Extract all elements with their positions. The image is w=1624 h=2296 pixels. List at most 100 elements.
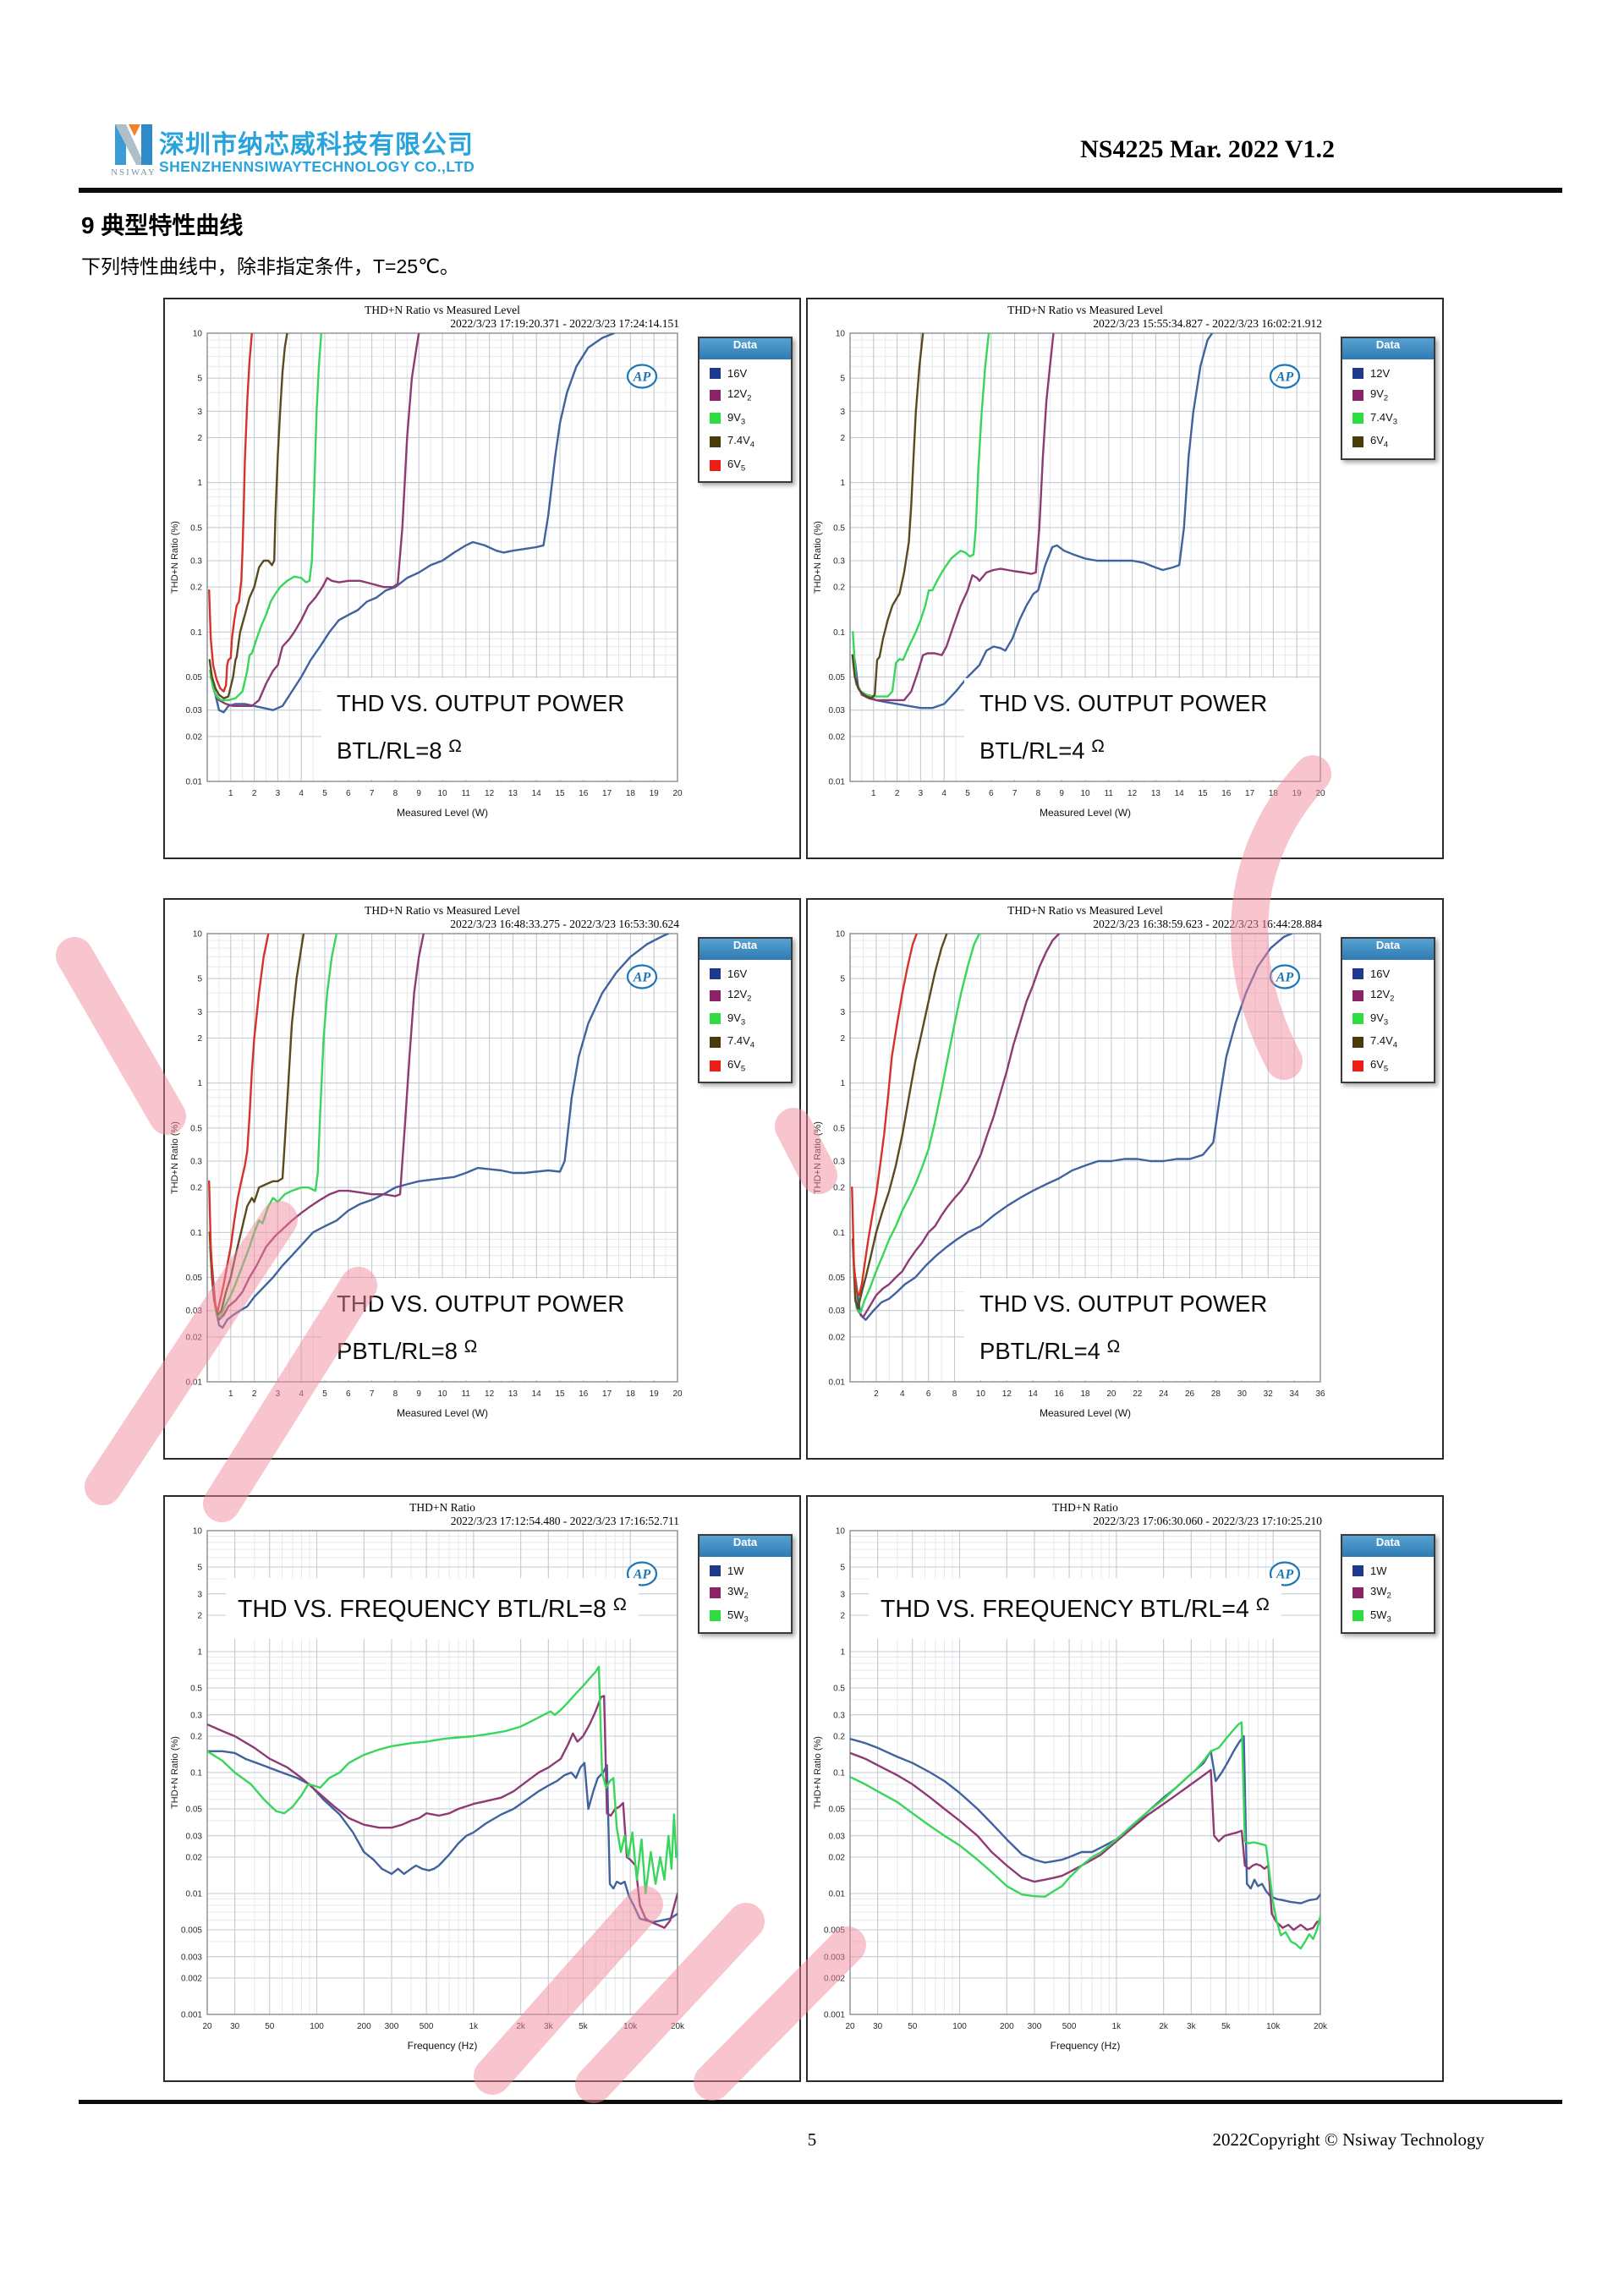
ohm-symbol: Ω <box>1106 1337 1121 1356</box>
legend-label: 12V <box>1370 367 1391 380</box>
svg-text:32: 32 <box>1264 1389 1274 1399</box>
svg-text:7: 7 <box>370 789 375 798</box>
legend-swatch <box>1352 436 1363 447</box>
chart-timestamp: 2022/3/23 16:48:33.275 - 2022/3/23 16:53… <box>450 918 679 930</box>
svg-text:0.03: 0.03 <box>829 706 846 715</box>
annotation-line: BTL/RL=8 Ω <box>337 737 462 764</box>
svg-text:18: 18 <box>1080 1389 1090 1399</box>
svg-text:0.2: 0.2 <box>190 584 202 593</box>
legend-item: 5W3 <box>1342 1601 1434 1624</box>
legend-label: 12V2 <box>1370 988 1395 1004</box>
svg-text:0.2: 0.2 <box>190 1184 202 1193</box>
svg-text:0.3: 0.3 <box>833 557 845 567</box>
svg-text:0.03: 0.03 <box>829 1307 846 1316</box>
svg-text:300: 300 <box>385 2022 399 2031</box>
legend-swatch <box>710 413 721 425</box>
legend-label: 3W2 <box>727 1585 749 1601</box>
svg-text:5k: 5k <box>579 2022 589 2031</box>
legend-swatch <box>1352 368 1363 379</box>
y-axis-label: THD+N Ratio (%) <box>813 521 823 594</box>
legend-swatch <box>1352 1610 1363 1622</box>
legend-swatch <box>1352 1013 1363 1025</box>
legend-swatch <box>710 1586 721 1598</box>
legend-label: 9V3 <box>1370 1011 1389 1027</box>
svg-text:19: 19 <box>650 789 660 798</box>
annotation-line: THD VS. OUTPUT POWER <box>337 1290 625 1317</box>
legend-header: Data <box>1342 939 1434 960</box>
chart-title: THD+N Ratio vs Measured Level <box>365 304 520 316</box>
svg-text:20: 20 <box>202 2022 212 2031</box>
svg-text:2: 2 <box>252 1389 257 1399</box>
legend-label: 16V <box>727 967 748 980</box>
svg-text:12: 12 <box>485 789 495 798</box>
annotation-line: BTL/RL=4 Ω <box>979 737 1105 764</box>
legend-label: 1W <box>727 1564 744 1577</box>
chart-title: THD+N Ratio vs Measured Level <box>365 904 520 917</box>
svg-text:0.05: 0.05 <box>186 1806 203 1815</box>
legend-swatch <box>710 459 721 471</box>
svg-text:0.1: 0.1 <box>190 1229 202 1238</box>
legend-header: Data <box>1342 1536 1434 1557</box>
legend-swatch <box>710 989 721 1001</box>
legend-item: 9V3 <box>1342 1004 1434 1027</box>
svg-text:11: 11 <box>462 789 471 798</box>
y-axis-label: THD+N Ratio (%) <box>813 1736 823 1809</box>
svg-text:0.3: 0.3 <box>190 557 202 567</box>
svg-text:3: 3 <box>197 408 202 417</box>
legend-label: 5W3 <box>727 1608 749 1625</box>
legend-item: 6V5 <box>700 450 791 473</box>
svg-text:8: 8 <box>393 1389 398 1399</box>
ohm-symbol: Ω <box>1255 1592 1270 1614</box>
header-divider <box>79 188 1562 193</box>
svg-text:8: 8 <box>952 1389 957 1399</box>
legend-swatch <box>1352 989 1363 1001</box>
annotation-line: PBTL/RL=4 Ω <box>979 1337 1121 1364</box>
svg-text:3k: 3k <box>544 2022 554 2031</box>
svg-text:0.001: 0.001 <box>824 2011 845 2020</box>
svg-text:0.2: 0.2 <box>833 584 845 593</box>
ap-logo-text: AP <box>1276 370 1294 385</box>
x-axis-label: Measured Level (W) <box>1039 807 1132 819</box>
svg-text:0.05: 0.05 <box>829 1806 846 1815</box>
legend-item: 16V <box>700 960 791 980</box>
svg-text:200: 200 <box>357 2022 371 2031</box>
svg-text:4: 4 <box>299 789 304 798</box>
copyright-text: 2022Copyright © Nsiway Technology <box>1212 2129 1485 2150</box>
svg-text:12: 12 <box>485 1389 495 1399</box>
svg-text:1: 1 <box>228 1389 233 1399</box>
page-number: 5 <box>807 2129 817 2150</box>
legend-label: 7.4V4 <box>727 1034 755 1050</box>
legend-label: 1W <box>1370 1564 1387 1577</box>
y-axis-label: THD+N Ratio (%) <box>170 1121 180 1194</box>
legend-swatch <box>710 1060 721 1071</box>
legend-swatch <box>1352 1565 1363 1576</box>
svg-text:0.1: 0.1 <box>190 628 202 638</box>
svg-text:0.5: 0.5 <box>190 1685 202 1694</box>
svg-text:10: 10 <box>836 1527 846 1537</box>
svg-text:5k: 5k <box>1221 2022 1232 2031</box>
svg-text:5: 5 <box>197 975 202 984</box>
svg-text:6: 6 <box>989 789 994 798</box>
legend-swatch <box>710 968 721 979</box>
legend-item: 9V3 <box>700 1004 791 1027</box>
legend-label: 9V3 <box>727 410 746 427</box>
svg-text:2: 2 <box>840 434 845 443</box>
legend-label: 6V5 <box>727 1057 746 1074</box>
svg-text:0.2: 0.2 <box>833 1184 845 1193</box>
legend-label: 6V5 <box>1370 1057 1389 1074</box>
svg-text:1: 1 <box>871 789 876 798</box>
legend-item: 7.4V4 <box>700 1027 791 1050</box>
svg-text:20k: 20k <box>671 2022 685 2031</box>
nsiway-logo-icon <box>114 120 153 170</box>
svg-text:14: 14 <box>1175 789 1185 798</box>
svg-text:19: 19 <box>1292 789 1303 798</box>
svg-text:3: 3 <box>197 1008 202 1017</box>
svg-text:6: 6 <box>926 1389 931 1399</box>
chart-title: THD+N Ratio <box>1052 1501 1118 1514</box>
svg-text:0.1: 0.1 <box>833 1769 845 1778</box>
svg-text:13: 13 <box>508 789 518 798</box>
svg-text:10: 10 <box>836 930 846 940</box>
svg-text:5: 5 <box>322 1389 327 1399</box>
annotation-line: PBTL/RL=8 Ω <box>337 1337 478 1364</box>
